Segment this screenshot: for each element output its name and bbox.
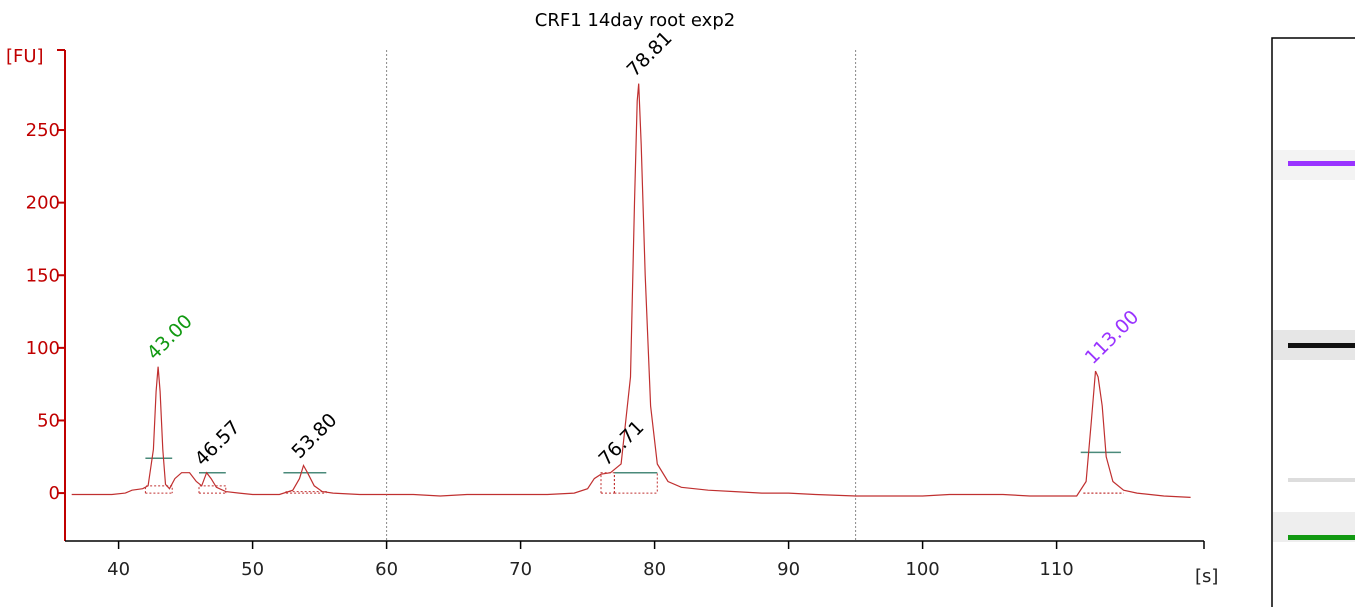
x-axis-unit-label: [s] <box>1195 566 1218 587</box>
chart-title: CRF1 14day root exp2 <box>535 10 735 31</box>
x-tick-label: 70 <box>509 559 532 580</box>
gel-band-sample <box>1288 343 1355 348</box>
plot-area: 0 50 100 150 200 250 40 50 60 70 80 90 100 110 43.00 46… <box>26 27 1205 580</box>
x-tick-label: 90 <box>777 559 800 580</box>
peak-area-box <box>600 472 615 494</box>
gel-band-faint <box>1288 478 1355 482</box>
y-tick-label: 150 <box>26 265 60 286</box>
peak-label: 113.00 <box>1081 306 1144 369</box>
y-tick-label: 0 <box>49 483 60 504</box>
gel-lane <box>1271 37 1355 607</box>
x-tick-label: 40 <box>107 559 130 580</box>
y-tick-label: 250 <box>26 120 60 141</box>
gel-band-lower-marker <box>1288 535 1355 540</box>
y-tick-label: 50 <box>37 410 60 431</box>
y-axis-unit-label: [FU] <box>6 46 44 67</box>
x-tick-label: 80 <box>643 559 666 580</box>
peak-area-box <box>198 485 227 494</box>
x-tick-label: 110 <box>1039 559 1073 580</box>
gel-band-upper-marker <box>1288 161 1355 166</box>
peak-label: 53.80 <box>287 409 341 463</box>
peak-area-box <box>144 485 173 494</box>
x-tick-label: 100 <box>905 559 939 580</box>
x-tick-label: 60 <box>375 559 398 580</box>
x-tick-label: 50 <box>241 559 264 580</box>
peak-area-box <box>613 472 658 494</box>
y-tick-label: 200 <box>26 193 60 214</box>
peak-label: 43.00 <box>143 310 197 364</box>
peak-label: 78.81 <box>623 27 677 81</box>
peak-label: 46.57 <box>191 416 245 470</box>
y-tick-label: 100 <box>26 338 60 359</box>
trace-line <box>71 83 1191 498</box>
